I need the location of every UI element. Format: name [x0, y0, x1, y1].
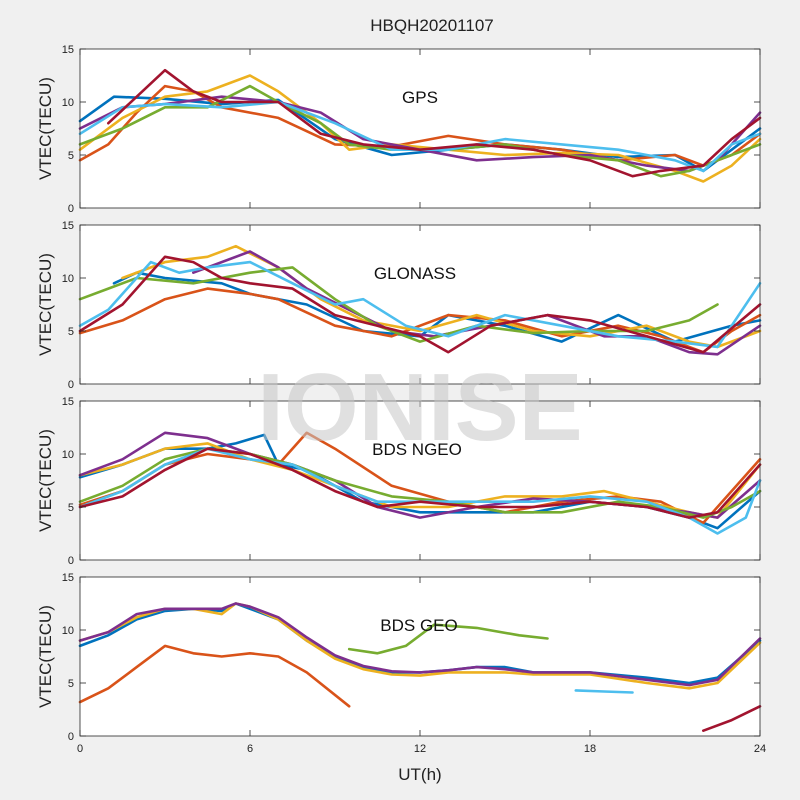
y-tick-label: 0 [68, 731, 74, 743]
series-line [107, 68, 762, 178]
series-line [78, 260, 762, 349]
x-tick-label: 18 [584, 743, 596, 755]
series-line [701, 704, 762, 733]
y-tick-label: 15 [62, 572, 74, 584]
series-line [574, 689, 634, 694]
x-tick-label: 0 [77, 743, 83, 755]
x-tick-label: 6 [247, 743, 253, 755]
series-line [78, 287, 762, 354]
x-tick-label: 24 [754, 743, 766, 755]
x-axis-label: UT(h) [398, 765, 441, 784]
panel-label: BDS GEO [380, 616, 457, 635]
x-tick-label: 12 [414, 743, 426, 755]
series-line [121, 244, 762, 349]
plot-area [80, 577, 760, 736]
y-tick-label: 5 [68, 326, 74, 338]
y-tick-label: 15 [62, 396, 74, 408]
y-tick-label: 0 [68, 555, 74, 567]
y-tick-label: 0 [68, 203, 74, 215]
series-line [78, 602, 762, 687]
y-tick-label: 5 [68, 150, 74, 162]
series-line [78, 442, 762, 519]
y-axis-label: VTEC(TECU) [36, 605, 55, 708]
panel-label: BDS NGEO [372, 440, 462, 459]
series-line [347, 623, 549, 655]
y-tick-label: 10 [62, 449, 74, 461]
y-tick-label: 5 [68, 502, 74, 514]
panel-label: GPS [402, 88, 438, 107]
panel-1: VTEC(TECU) 0 5 10 15 GPS [36, 44, 762, 215]
series-line [78, 447, 762, 519]
panel-4: VTEC(TECU) 0 5 10 15 0 6 12 18 24 BDS GEO [36, 572, 766, 755]
plot-area [80, 225, 760, 384]
plot-area [80, 401, 760, 560]
figure-title: HBQH20201107 [370, 16, 494, 35]
y-tick-label: 0 [68, 379, 74, 391]
y-axis-label: VTEC(TECU) [36, 253, 55, 356]
panels-group: VTEC(TECU) 0 5 10 15 GPS VTEC(TECU) 0 5 10 15 GLONA… [36, 44, 766, 755]
y-tick-label: 15 [62, 220, 74, 232]
watermark: IONISE [257, 354, 582, 461]
y-tick-label: 10 [62, 273, 74, 285]
y-axis-label: VTEC(TECU) [36, 429, 55, 532]
y-tick-label: 15 [62, 44, 74, 56]
series-line [78, 447, 762, 519]
series-line [78, 255, 762, 354]
panel-3: VTEC(TECU) 0 5 10 15 BDS NGEO [36, 396, 762, 567]
plot-area [80, 49, 760, 208]
panel-2: VTEC(TECU) 0 5 10 15 GLONASS [36, 220, 762, 391]
y-tick-label: 10 [62, 97, 74, 109]
y-tick-label: 10 [62, 625, 74, 637]
series-line [78, 644, 351, 708]
panel-label: GLONASS [374, 264, 456, 283]
y-axis-label: VTEC(TECU) [36, 77, 55, 180]
y-tick-label: 5 [68, 678, 74, 690]
